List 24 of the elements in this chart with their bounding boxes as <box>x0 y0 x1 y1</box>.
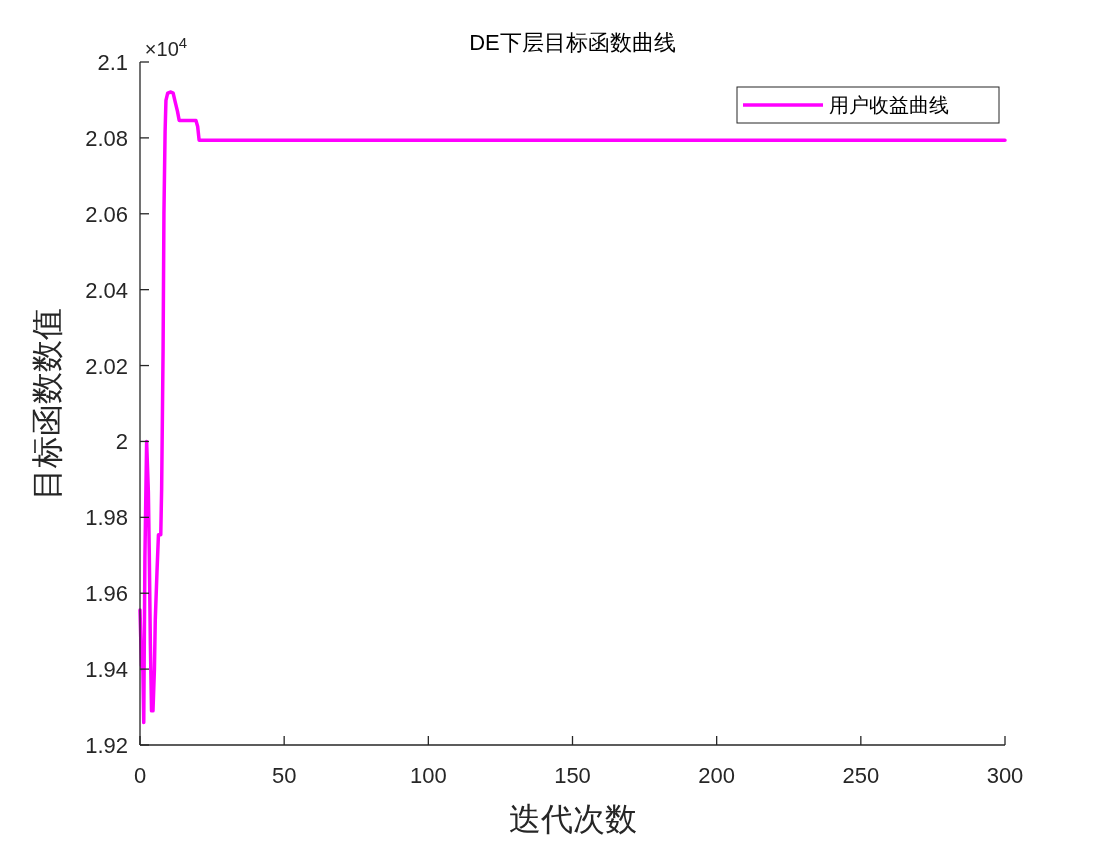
x-tick-label: 0 <box>133 763 147 788</box>
legend: 用户收益曲线 <box>736 86 1000 124</box>
x-tick-label: 300 <box>986 763 1024 788</box>
x-tick-label: 150 <box>554 763 591 788</box>
legend-label: 用户收益曲线 <box>829 94 949 116</box>
chart-title: DE下层目标函数曲线 <box>469 30 676 55</box>
y-tick-label: 1.94 <box>85 657 128 683</box>
y-tick-label: 1.96 <box>85 581 128 607</box>
y-tick-label: 1.98 <box>85 505 128 531</box>
y-tick-label: 1.92 <box>85 733 128 758</box>
x-tick-label: 200 <box>698 763 736 788</box>
y-axis-title: 目标函数数值 <box>29 307 65 500</box>
y-tick-label: 2.02 <box>85 353 128 379</box>
text: ×10$^{4}$ <box>144 33 188 60</box>
x-tick-label: 100 <box>409 763 447 788</box>
y-tick-label: 2.04 <box>85 277 128 303</box>
x-tick-label: 250 <box>842 763 880 788</box>
y-tick-label: 2 <box>115 429 128 455</box>
y-tick-label: 2.06 <box>85 201 128 227</box>
y-tick-label: 2.1 <box>97 50 128 75</box>
x-tick-label: 50 <box>271 763 297 788</box>
line-series <box>138 90 1007 725</box>
x-axis-title: 迭代次数 <box>508 801 637 837</box>
y-tick-label: 2.08 <box>85 125 128 151</box>
